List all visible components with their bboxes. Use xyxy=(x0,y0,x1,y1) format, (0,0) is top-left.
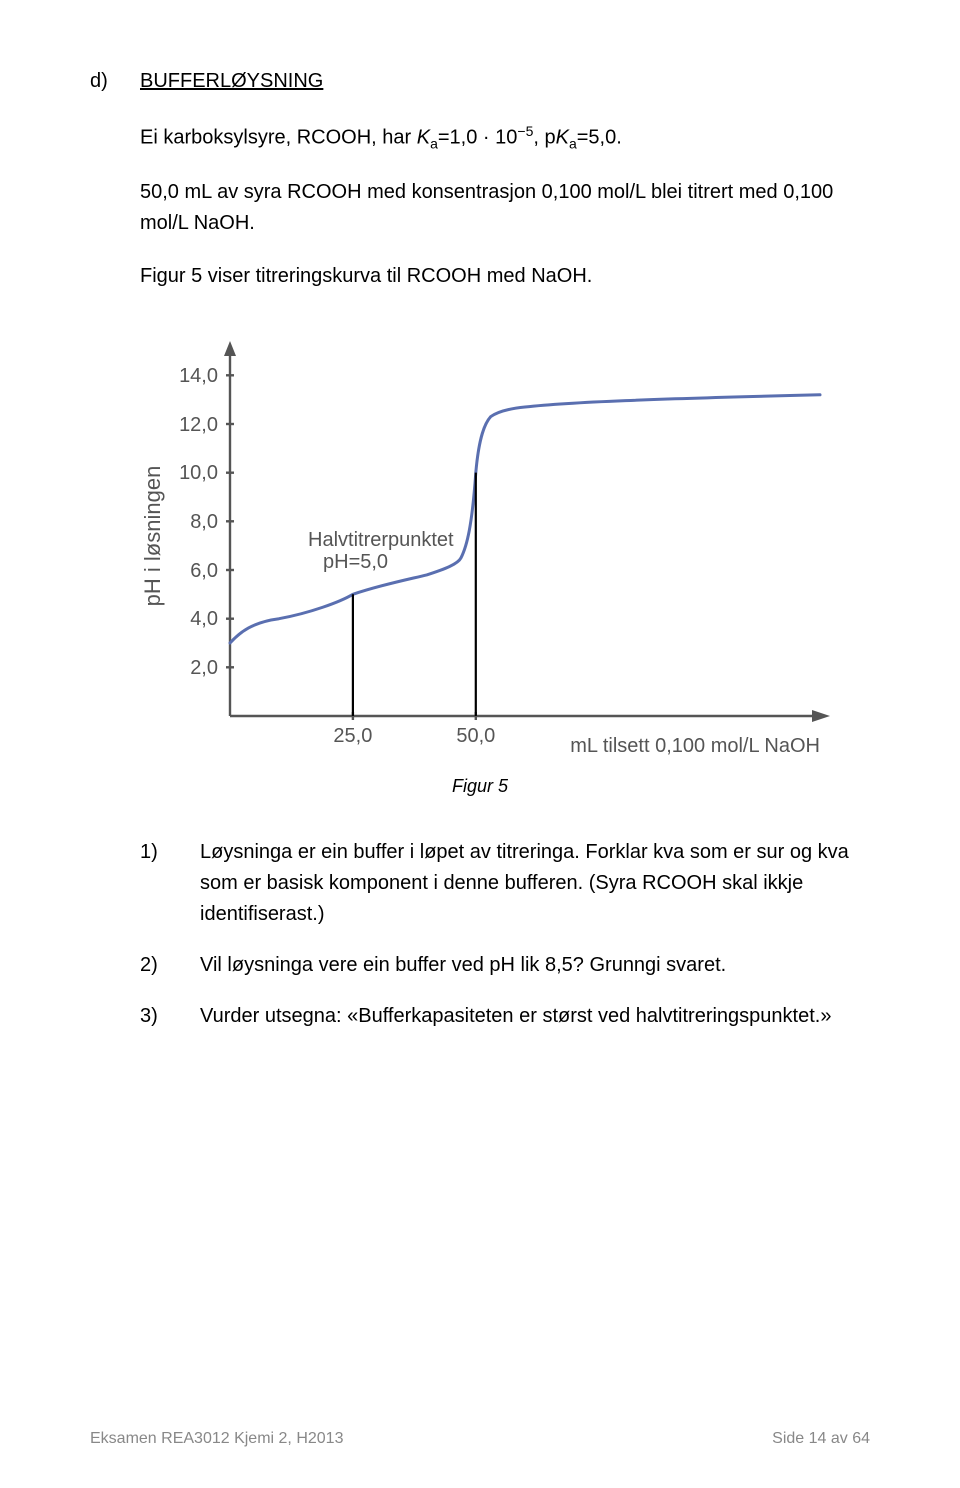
titration-figure: 2,0 4,0 6,0 8,0 10,0 12,0 14,0 pH i løsn… xyxy=(140,336,870,766)
intro-p1-mid: , p xyxy=(533,127,555,149)
intro-p1-prefix: Ei karboksylsyre, RCOOH, har xyxy=(140,127,417,149)
question-row: 3) Vurder utsegna: «Bufferkapasiteten er… xyxy=(140,1001,870,1032)
y-tick-label: 14,0 xyxy=(179,365,218,387)
footer-left: Eksamen REA3012 Kjemi 2, H2013 xyxy=(90,1430,343,1448)
question-number: 3) xyxy=(140,1001,200,1032)
x-axis-arrow-icon xyxy=(812,710,830,722)
y-tick-label: 12,0 xyxy=(179,414,218,436)
intro-p1: Ei karboksylsyre, RCOOH, har Ka=1,0 · 10… xyxy=(140,121,870,155)
y-axis-label: pH i løsningen xyxy=(140,466,165,607)
question-number: 2) xyxy=(140,950,200,981)
titration-curve xyxy=(230,395,820,643)
ka-italic: K xyxy=(417,127,430,149)
section-label: d) xyxy=(90,70,140,93)
figure-caption: Figur 5 xyxy=(90,776,870,797)
ka-exp: −5 xyxy=(517,123,533,139)
intro-p3: Figur 5 viser titreringskurva til RCOOH … xyxy=(140,261,870,292)
question-row: 1) Løysninga er ein buffer i løpet av ti… xyxy=(140,837,870,930)
y-tick-label: 8,0 xyxy=(190,511,218,533)
question-text: Løysninga er ein buffer i løpet av titre… xyxy=(200,837,870,930)
y-ticks: 2,0 4,0 6,0 8,0 10,0 12,0 14,0 xyxy=(179,365,234,679)
page-footer: Eksamen REA3012 Kjemi 2, H2013 Side 14 a… xyxy=(90,1430,870,1448)
annotation-line2: pH=5,0 xyxy=(323,551,388,573)
intro-text: Ei karboksylsyre, RCOOH, har Ka=1,0 · 10… xyxy=(140,121,870,292)
section-header-row: d) BUFFERLØYSNING xyxy=(90,70,870,93)
ka-eq: =1,0 · 10 xyxy=(438,127,518,149)
x-tick-label: 50,0 xyxy=(456,725,495,747)
intro-p2: 50,0 mL av syra RCOOH med konsentrasjon … xyxy=(140,177,870,239)
pka-italic: K xyxy=(556,127,569,149)
question-text: Vurder utsegna: «Bufferkapasiteten er st… xyxy=(200,1001,870,1032)
footer-right: Side 14 av 64 xyxy=(772,1430,870,1448)
annotation-line1: Halvtitrerpunktet xyxy=(308,529,454,551)
pka-sub: a xyxy=(569,136,577,152)
x-ticks: 25,0 50,0 xyxy=(333,712,495,747)
page: d) BUFFERLØYSNING Ei karboksylsyre, RCOO… xyxy=(0,0,960,1488)
x-tick-label: 25,0 xyxy=(333,725,372,747)
question-list: 1) Løysninga er ein buffer i løpet av ti… xyxy=(140,837,870,1032)
y-tick-label: 2,0 xyxy=(190,657,218,679)
intro-p1-suffix: =5,0. xyxy=(577,127,622,149)
x-axis-unit-label: mL tilsett 0,100 mol/L NaOH xyxy=(570,735,820,757)
y-axis-arrow-icon xyxy=(224,341,236,356)
titration-chart: 2,0 4,0 6,0 8,0 10,0 12,0 14,0 pH i løsn… xyxy=(140,336,850,766)
question-row: 2) Vil løysninga vere ein buffer ved pH … xyxy=(140,950,870,981)
y-tick-label: 4,0 xyxy=(190,608,218,630)
section-heading: BUFFERLØYSNING xyxy=(140,70,323,93)
y-tick-label: 10,0 xyxy=(179,462,218,484)
ka-sub: a xyxy=(430,136,438,152)
question-number: 1) xyxy=(140,837,200,930)
y-tick-label: 6,0 xyxy=(190,560,218,582)
question-text: Vil løysninga vere ein buffer ved pH lik… xyxy=(200,950,870,981)
